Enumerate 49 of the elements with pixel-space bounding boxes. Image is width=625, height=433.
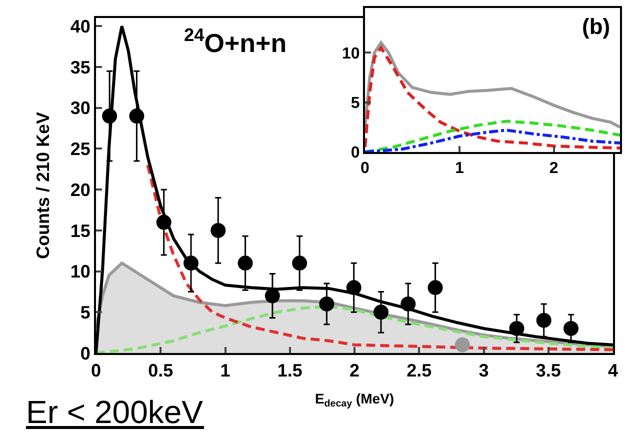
line-series bbox=[146, 164, 613, 352]
point bbox=[319, 296, 334, 312]
x-tick-label: 2 bbox=[349, 360, 360, 381]
x-tick-label: 2.5 bbox=[406, 360, 432, 381]
annotation: (b) bbox=[582, 14, 610, 39]
point bbox=[454, 337, 470, 352]
x-tick-label: 2 bbox=[549, 160, 558, 178]
x-tick-label: 3.5 bbox=[536, 360, 561, 381]
point bbox=[264, 288, 280, 304]
point bbox=[238, 256, 253, 271]
y-tick-label: 20 bbox=[70, 180, 90, 200]
x-tick-label: 4 bbox=[608, 360, 618, 381]
line-series bbox=[365, 41, 620, 129]
y-tick-label: 0 bbox=[80, 343, 90, 364]
y-tick-label: 5 bbox=[80, 302, 90, 322]
y-tick-label: 35 bbox=[70, 57, 90, 78]
x-tick-label: 1 bbox=[220, 360, 230, 381]
point bbox=[129, 108, 144, 124]
x-tick-label: 0.5 bbox=[148, 360, 174, 381]
x-tick-label: 3 bbox=[478, 360, 489, 381]
point bbox=[536, 312, 552, 328]
point bbox=[292, 256, 308, 271]
x-tick-label: 1 bbox=[454, 160, 464, 178]
y-axis-title: Counts / 210 KeV bbox=[33, 112, 53, 260]
y-tick-label: 40 bbox=[70, 16, 90, 36]
x-tick-label: 1.5 bbox=[277, 360, 302, 381]
point bbox=[563, 320, 578, 336]
annotation: $^{24}$O+n+n bbox=[184, 25, 287, 58]
y-tick-label: 10 bbox=[342, 45, 360, 62]
x-axis-title: E$_{decay}$ (MeV) bbox=[314, 390, 394, 410]
point bbox=[346, 280, 362, 296]
y-tick-label: 25 bbox=[70, 139, 90, 160]
point bbox=[184, 256, 198, 271]
point bbox=[509, 320, 524, 336]
y-tick-label: 5 bbox=[350, 94, 360, 112]
point bbox=[102, 108, 118, 124]
line-series bbox=[365, 46, 620, 150]
y-tick-label: 0 bbox=[350, 144, 360, 162]
point bbox=[374, 304, 388, 320]
point bbox=[156, 214, 172, 230]
text: Er < 200keV bbox=[26, 394, 204, 430]
point bbox=[400, 296, 416, 312]
point bbox=[210, 222, 226, 238]
y-tick-label: 10 bbox=[70, 262, 90, 282]
point bbox=[428, 280, 443, 296]
line-series bbox=[365, 120, 620, 152]
y-tick-label: 30 bbox=[70, 98, 90, 118]
y-tick-label: 15 bbox=[70, 220, 90, 241]
line-series bbox=[365, 128, 620, 152]
